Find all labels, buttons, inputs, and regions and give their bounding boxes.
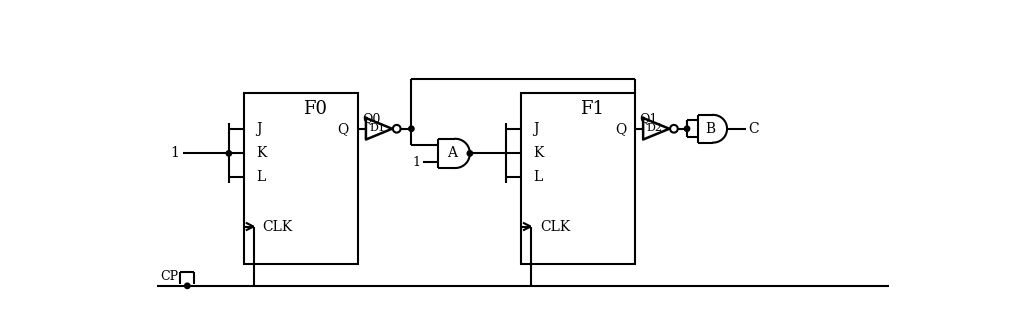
Text: L: L	[256, 170, 265, 184]
Text: Q: Q	[615, 122, 626, 136]
Bar	[521, 92, 636, 264]
Text: Q1: Q1	[640, 112, 657, 125]
Text: CLK: CLK	[263, 219, 293, 233]
Text: F1: F1	[580, 100, 604, 119]
Text: 1: 1	[171, 146, 180, 160]
Text: J: J	[256, 122, 262, 136]
Text: D1: D1	[370, 123, 385, 133]
Circle shape	[685, 126, 690, 131]
Text: Q: Q	[337, 122, 349, 136]
Text: CLK: CLK	[540, 219, 570, 233]
Text: A: A	[448, 146, 458, 160]
Text: B: B	[705, 122, 715, 136]
Text: C: C	[748, 122, 758, 136]
Bar	[244, 92, 359, 264]
Text: F0: F0	[304, 100, 327, 119]
Text: D2: D2	[647, 123, 663, 133]
Circle shape	[467, 151, 472, 156]
Circle shape	[226, 151, 232, 156]
Text: L: L	[533, 170, 543, 184]
Circle shape	[409, 126, 414, 131]
Text: K: K	[533, 146, 544, 160]
Text: CP: CP	[160, 270, 179, 283]
Text: 1: 1	[413, 156, 421, 169]
Text: J: J	[533, 122, 539, 136]
Circle shape	[185, 283, 190, 288]
Text: Q0: Q0	[362, 112, 380, 125]
Text: K: K	[256, 146, 266, 160]
